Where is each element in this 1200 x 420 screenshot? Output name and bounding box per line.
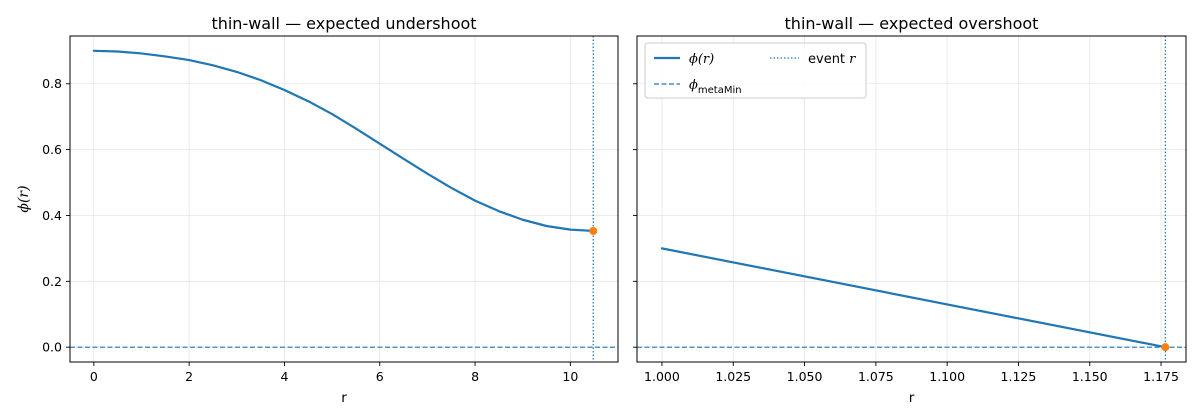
right-x-tick-label: 1.100 <box>929 369 965 384</box>
left-x-axis-label: r <box>341 390 347 406</box>
right-x-tick-label: 1.050 <box>787 369 823 384</box>
left-ticks: 0 2 4 6 8 10 0.0 0.2 0.4 0.6 0.8 <box>42 76 578 384</box>
left-axes-frame <box>69 35 619 363</box>
left-marks <box>70 36 618 362</box>
left-y-axis-label: ϕ(r) <box>16 185 32 212</box>
right-x-tick-label: 1.075 <box>858 369 894 384</box>
right-x-tick-label: 1.150 <box>1072 369 1108 384</box>
legend-label-event-text: event <box>808 52 849 67</box>
right-ticks: 1.000 1.025 1.050 1.075 1.100 1.125 1.150 1.175 <box>633 83 1179 384</box>
right-chart-title: thin-wall — expected overshoot <box>785 14 1039 33</box>
right-axes-frame <box>636 35 1187 363</box>
right-marks <box>637 36 1186 362</box>
left-phi-line <box>92 49 595 233</box>
right-x-tick-label: 1.125 <box>1001 369 1037 384</box>
legend-label-event-var: r <box>849 52 856 67</box>
right-x-tick-label: 1.000 <box>644 369 680 384</box>
left-y-tick-label: 0.0 <box>42 340 62 355</box>
left-grid <box>70 36 618 362</box>
right-phi-line <box>660 247 1167 349</box>
legend-label-metamin-main: ϕ <box>689 78 698 93</box>
left-x-tick-label: 6 <box>376 369 384 384</box>
legend-box <box>644 42 867 99</box>
legend-label-event: event r <box>808 52 856 67</box>
left-x-tick-label: 8 <box>471 369 479 384</box>
legend-label-metamin: ϕmetaMin <box>689 78 742 96</box>
left-x-tick-label: 2 <box>185 369 193 384</box>
right-x-tick-label: 1.175 <box>1143 369 1179 384</box>
left-x-tick-label: 0 <box>90 369 98 384</box>
legend-label-phi: ϕ(r) <box>689 52 714 67</box>
left-y-tick-label: 0.4 <box>42 208 62 223</box>
left-chart-title: thin-wall — expected undershoot <box>211 14 476 33</box>
right-event-point <box>1161 343 1170 352</box>
left-y-tick-label: 0.8 <box>42 76 62 91</box>
right-chart: 1.000 1.025 1.050 1.075 1.100 1.125 1.150 1.175… <box>633 14 1187 406</box>
left-y-tick-label: 0.2 <box>42 274 62 289</box>
left-chart: 0 2 4 6 8 10 0.0 0.2 0.4 0.6 0.8 thin-wall — expec… <box>16 14 619 406</box>
left-y-tick-label: 0.6 <box>42 142 62 157</box>
left-x-tick-label: 10 <box>562 369 578 384</box>
legend: ϕ(r) ϕmetaMin event r <box>644 42 867 99</box>
left-x-tick-label: 4 <box>280 369 288 384</box>
legend-label-metamin-sub: metaMin <box>698 85 742 96</box>
left-event-point <box>589 226 598 235</box>
right-x-axis-label: r <box>909 390 915 406</box>
right-x-tick-label: 1.025 <box>715 369 751 384</box>
